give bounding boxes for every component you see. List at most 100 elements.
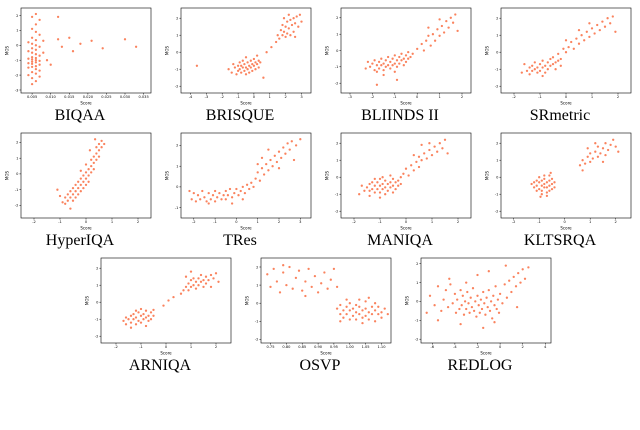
scatter-plot-biqaa: 0.005 0.010 0.015 0.020 0.025 0.030 0.035 -3 -2 -… (5, 7, 152, 106)
svg-text:MOS: MOS (325, 170, 330, 180)
svg-text:1: 1 (111, 220, 113, 224)
subplot-biqaa: 0.005 0.010 0.015 0.020 0.025 0.030 0.035 -3 -2 -… (2, 4, 158, 125)
svg-text:0.75: 0.75 (266, 345, 274, 349)
svg-text:2: 2 (336, 16, 338, 20)
svg-text:1: 1 (589, 220, 591, 224)
subplot-arniqa: -2 -1 0 1 2 -2 -1 0 1 2 Score MOS ARNIQA (82, 254, 238, 375)
svg-text:0: 0 (565, 95, 568, 99)
svg-text:-1: -1 (538, 95, 542, 99)
svg-text:0: 0 (564, 220, 567, 224)
svg-text:MOS: MOS (165, 45, 170, 55)
svg-text:Score: Score (480, 351, 492, 356)
svg-text:0: 0 (176, 51, 179, 55)
svg-text:1: 1 (438, 95, 440, 99)
subplot-hyperiqa: -2 -1 0 1 2 -2 -1 0 1 2 Score MOS HyperIQA (2, 129, 158, 250)
svg-text:-2: -2 (15, 73, 19, 77)
svg-text:2: 2 (16, 14, 18, 18)
svg-text:-2: -2 (512, 95, 516, 99)
svg-text:MOS: MOS (485, 170, 490, 180)
svg-text:Score: Score (560, 226, 572, 231)
subplot-caption-brisque: BRISQUE (205, 107, 275, 124)
scatter-plot-osvp: 0.75 0.80 0.85 0.90 0.95 1.00 1.05 1.10 -2 -1 0 1 2 S… (245, 257, 392, 356)
svg-text:Score: Score (80, 101, 92, 106)
svg-text:0.030: 0.030 (120, 95, 131, 99)
svg-text:0: 0 (253, 95, 256, 99)
scatter-plot-brisque: -4 -3 -2 -1 0 1 2 3 -2 -1 0 1 2 Score MOS (165, 7, 312, 106)
svg-text:2: 2 (284, 95, 286, 99)
svg-text:1: 1 (190, 345, 192, 349)
subplot-caption-redlog: REDLOG (447, 357, 513, 374)
svg-text:-1: -1 (175, 206, 179, 210)
subplot-brisque: -4 -3 -2 -1 0 1 2 3 -2 -1 0 1 2 Score MOS BRISQUE (162, 4, 318, 125)
figure-row-2: -2 -1 0 1 2 -2 -1 0 1 2 Score MOS HyperIQA -2 -1 0 1 2 3… (0, 129, 640, 250)
svg-text:1: 1 (336, 159, 338, 163)
svg-text:2: 2 (336, 142, 338, 146)
svg-text:Score: Score (240, 226, 252, 231)
svg-text:-2: -2 (352, 220, 356, 224)
svg-text:-1: -1 (213, 220, 217, 224)
svg-text:0: 0 (256, 302, 259, 306)
svg-text:1.10: 1.10 (377, 345, 386, 349)
svg-text:-1: -1 (537, 220, 541, 224)
svg-text:1: 1 (431, 220, 433, 224)
svg-text:2: 2 (215, 345, 217, 349)
svg-text:1: 1 (16, 29, 18, 33)
subplot-caption-osvp: OSVP (299, 357, 341, 374)
svg-text:2: 2 (137, 220, 139, 224)
svg-text:-1: -1 (175, 68, 179, 72)
svg-text:2: 2 (496, 17, 498, 21)
svg-text:1: 1 (16, 157, 18, 161)
svg-text:4: 4 (544, 345, 547, 349)
svg-text:-1: -1 (255, 320, 259, 324)
svg-text:MOS: MOS (405, 295, 410, 305)
svg-text:0.90: 0.90 (314, 345, 323, 349)
svg-text:MOS: MOS (485, 45, 490, 55)
svg-text:Score: Score (400, 101, 412, 106)
svg-text:-2: -2 (335, 82, 339, 86)
svg-text:0: 0 (235, 220, 238, 224)
svg-text:0.025: 0.025 (101, 95, 111, 99)
svg-text:Score: Score (400, 226, 412, 231)
svg-text:-2: -2 (192, 220, 196, 224)
svg-text:0.80: 0.80 (282, 345, 291, 349)
subplot-osvp: 0.75 0.80 0.85 0.90 0.95 1.00 1.05 1.10 -2 -1 0 1 2 S… (242, 254, 398, 375)
svg-text:2: 2 (617, 95, 619, 99)
svg-text:-2: -2 (335, 210, 339, 214)
subplot-caption-srmetric: SRmetric (529, 107, 591, 124)
svg-text:-2: -2 (15, 204, 19, 208)
svg-text:1: 1 (176, 34, 178, 38)
svg-text:0: 0 (496, 51, 499, 55)
svg-text:Score: Score (320, 351, 332, 356)
svg-text:0.85: 0.85 (298, 345, 306, 349)
svg-text:0: 0 (405, 220, 408, 224)
svg-text:1: 1 (176, 165, 178, 169)
svg-text:-1: -1 (236, 95, 240, 99)
svg-text:1.00: 1.00 (346, 345, 355, 349)
svg-text:-1: -1 (393, 95, 397, 99)
svg-text:-2: -2 (95, 335, 99, 339)
svg-text:Score: Score (80, 226, 92, 231)
svg-text:MOS: MOS (5, 170, 10, 180)
figure-row-3: -2 -1 0 1 2 -2 -1 0 1 2 Score MOS ARNIQA 0.75 0.80 0.… (0, 254, 640, 375)
svg-text:-6: -6 (431, 345, 435, 349)
svg-text:0: 0 (416, 300, 419, 304)
svg-text:Score: Score (160, 351, 172, 356)
subplot-caption-arniqa: ARNIQA (128, 357, 192, 374)
svg-text:-4: -4 (189, 95, 193, 99)
scatter-plot-hyperiqa: -2 -1 0 1 2 -2 -1 0 1 2 Score MOS (5, 132, 152, 231)
scatter-plot-kltsrqa: -2 -1 0 1 2 -2 -1 0 1 2 Score MOS (485, 132, 632, 231)
svg-text:MOS: MOS (5, 45, 10, 55)
svg-text:-1: -1 (139, 345, 143, 349)
svg-text:-1: -1 (335, 65, 339, 69)
svg-text:-2: -2 (495, 210, 499, 214)
svg-text:1: 1 (336, 33, 338, 37)
svg-text:1: 1 (269, 95, 271, 99)
svg-text:0: 0 (496, 176, 499, 180)
svg-text:-1: -1 (495, 68, 499, 72)
svg-text:2: 2 (496, 142, 498, 146)
subplot-caption-kltsrqa: KLTSRQA (523, 232, 597, 249)
svg-text:3: 3 (299, 220, 301, 224)
svg-text:1: 1 (591, 95, 593, 99)
svg-text:1: 1 (256, 283, 258, 287)
